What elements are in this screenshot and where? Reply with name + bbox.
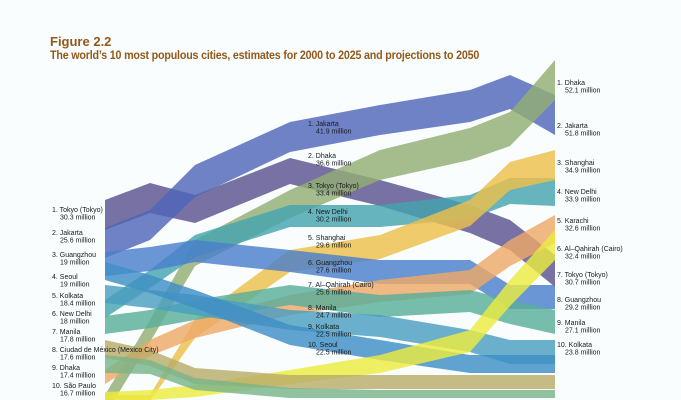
figure-label: Figure 2.2 bbox=[50, 34, 112, 49]
label-value: 30.7 million bbox=[565, 280, 601, 287]
label-city: 6. Al–Qahirah (Cairo) bbox=[557, 246, 623, 253]
label-city: 5. Shanghai bbox=[308, 235, 346, 242]
band-shanghai bbox=[105, 150, 555, 400]
bands bbox=[105, 60, 555, 400]
label-value: 17.8 million bbox=[60, 337, 96, 344]
label-city: 7. Al–Qahirah (Cairo) bbox=[308, 282, 374, 289]
label-city: 6. New Delhi bbox=[52, 311, 92, 318]
label-value: 33.4 million bbox=[316, 191, 352, 198]
label-value: 25.6 million bbox=[316, 290, 352, 297]
label-city: 1. Jakarta bbox=[308, 121, 339, 128]
label-value: 17.4 million bbox=[60, 373, 96, 380]
label-city: 3. Shanghai bbox=[557, 160, 595, 167]
label-value: 22.5 million bbox=[316, 332, 352, 339]
label-city: 1. Tokyo (Tokyo) bbox=[52, 207, 103, 214]
label-value: 27.6 million bbox=[316, 268, 352, 275]
label-city: 6. Guangzhou bbox=[308, 260, 352, 267]
label-value: 52.1 million bbox=[565, 88, 601, 95]
label-value: 32.4 million bbox=[565, 254, 601, 261]
band-ciudad-de-m-xico-mexico-city- bbox=[105, 340, 555, 389]
label-value: 36.6 million bbox=[316, 161, 352, 168]
label-city: 9. Dhaka bbox=[52, 365, 80, 372]
label-value: 16.7 million bbox=[60, 391, 96, 398]
label-value: 33.9 million bbox=[565, 197, 601, 204]
label-city: 8. Ciudad de México (Mexico City) bbox=[52, 347, 159, 354]
label-city: 4. New Delhi bbox=[557, 189, 597, 196]
label-city: 7. Manila bbox=[52, 329, 81, 336]
label-city: 8. Guangzhou bbox=[557, 297, 601, 304]
label-value: 34.9 million bbox=[565, 168, 601, 175]
label-value: 29.6 million bbox=[316, 243, 352, 250]
band-seoul bbox=[105, 262, 555, 373]
label-city: 10. Kolkata bbox=[557, 342, 592, 349]
label-value: 24.7 million bbox=[316, 313, 352, 320]
label-city: 9. Manila bbox=[557, 320, 586, 327]
band-dhaka bbox=[105, 60, 555, 400]
label-city: 9. Kolkata bbox=[308, 324, 339, 331]
label-city: 7. Tokyo (Tokyo) bbox=[557, 272, 608, 279]
figure-title: The world’s 10 most populous cities, est… bbox=[50, 50, 480, 62]
label-city: 1. Dhaka bbox=[557, 80, 585, 87]
label-city: 4. New Delhi bbox=[308, 209, 348, 216]
label-value: 17.6 million bbox=[60, 355, 96, 362]
label-value: 18 million bbox=[60, 319, 90, 326]
label-city: 10. São Paulo bbox=[52, 383, 96, 390]
label-value: 41.9 million bbox=[316, 129, 352, 136]
band-s-o-paulo bbox=[105, 355, 555, 398]
label-city: 4. Seoul bbox=[52, 274, 78, 281]
label-value: 29.2 million bbox=[565, 305, 601, 312]
label-city: 5. Kolkata bbox=[52, 293, 83, 300]
label-city: 2. Jakarta bbox=[557, 123, 588, 130]
label-value: 19 million bbox=[60, 260, 90, 267]
band-karachi bbox=[105, 230, 555, 400]
label-city: 2. Jakarta bbox=[52, 230, 83, 237]
label-city: 10. Seoul bbox=[308, 342, 338, 349]
label-city: 5. Karachi bbox=[557, 218, 589, 225]
band-manila bbox=[105, 285, 555, 334]
band-tokyo-tokyo- bbox=[105, 158, 555, 287]
label-value: 25.6 million bbox=[60, 238, 96, 245]
band-guangzhou bbox=[105, 240, 555, 309]
label-city: 3. Guangzhou bbox=[52, 252, 96, 259]
label-value: 32.6 million bbox=[565, 226, 601, 233]
label-value: 51.8 million bbox=[565, 131, 601, 138]
label-city: 8. Manila bbox=[308, 305, 337, 312]
label-value: 22.5 million bbox=[316, 350, 352, 357]
label-value: 30.3 million bbox=[60, 215, 96, 222]
label-value: 19 million bbox=[60, 282, 90, 289]
label-city: 2. Dhaka bbox=[308, 153, 336, 160]
label-value: 23.8 million bbox=[565, 350, 601, 357]
label-city: 3. Tokyo (Tokyo) bbox=[308, 183, 359, 190]
label-value: 18.4 million bbox=[60, 301, 96, 308]
labels-2000: 1. Tokyo (Tokyo)30.3 million 2. Jakarta25… bbox=[52, 207, 159, 398]
label-value: 30.2 million bbox=[316, 217, 352, 224]
band-jakarta bbox=[105, 75, 555, 258]
label-value: 27.1 million bbox=[565, 328, 601, 335]
